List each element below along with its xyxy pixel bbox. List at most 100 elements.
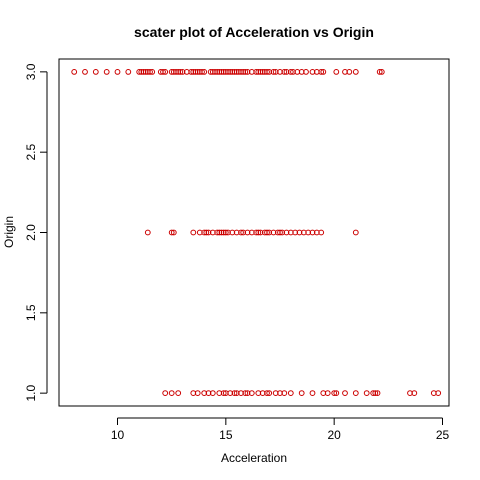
data-point (209, 390, 216, 397)
data-point (277, 229, 283, 236)
data-point (352, 229, 359, 236)
data-point (372, 390, 379, 397)
data-point (407, 390, 413, 397)
data-point (283, 229, 290, 236)
data-point (220, 390, 227, 397)
data-point (272, 69, 279, 75)
data-point (240, 69, 247, 75)
data-point (92, 69, 99, 75)
data-point (318, 69, 325, 75)
data-point (103, 69, 110, 75)
data-point (231, 69, 238, 75)
data-point (170, 229, 177, 236)
data-point (71, 69, 78, 75)
data-point (374, 390, 381, 397)
data-point (220, 229, 227, 236)
y-axis-label: Origin (2, 216, 16, 248)
x-axis: 10 15 20 25 (111, 417, 449, 442)
data-point (242, 390, 249, 397)
data-point (279, 229, 286, 236)
data-point (212, 69, 218, 75)
y-tick-label: 2.5 (24, 144, 38, 161)
data-point (240, 229, 247, 236)
data-point (435, 390, 442, 397)
data-point (125, 69, 132, 75)
data-points (71, 69, 442, 397)
data-point (144, 229, 151, 236)
data-point (270, 69, 277, 75)
data-point (305, 229, 312, 236)
x-axis-label: Acceleration (221, 451, 287, 465)
data-point (264, 69, 270, 75)
data-point (201, 390, 208, 397)
data-point (244, 69, 251, 75)
data-point (233, 390, 240, 397)
data-point (190, 229, 197, 236)
data-point (257, 69, 264, 75)
data-point (205, 229, 212, 236)
data-point (201, 69, 208, 75)
data-point (259, 390, 266, 397)
data-point (168, 229, 175, 236)
y-tick-label: 1.5 (24, 304, 38, 321)
data-point (227, 390, 234, 397)
data-point (177, 69, 184, 75)
data-point (333, 69, 340, 75)
data-point (298, 69, 305, 75)
data-point (147, 69, 153, 75)
data-point (253, 69, 260, 75)
data-point (244, 390, 251, 397)
data-point (136, 69, 143, 75)
chart-title: scater plot of Acceleration vs Origin (134, 24, 374, 40)
data-point (233, 229, 240, 236)
data-point (342, 390, 348, 397)
data-point (242, 69, 249, 75)
data-point (266, 69, 273, 75)
data-point (238, 69, 244, 75)
data-point (370, 390, 377, 397)
plot-frame (58, 58, 450, 407)
data-point (233, 69, 240, 75)
data-point (324, 390, 331, 397)
data-point (175, 69, 182, 75)
data-point (296, 229, 303, 236)
data-point (207, 69, 214, 75)
data-point (309, 69, 316, 75)
data-point (318, 229, 325, 236)
data-point (238, 390, 244, 397)
data-point (220, 69, 227, 75)
x-tick-label: 10 (111, 428, 125, 442)
x-tick-label: 20 (327, 428, 341, 442)
data-point (277, 69, 283, 75)
data-point (160, 69, 166, 75)
data-point (303, 69, 309, 75)
data-point (142, 69, 149, 75)
data-point (225, 69, 231, 75)
data-point (173, 69, 179, 75)
data-point (264, 390, 270, 397)
data-point (352, 390, 359, 397)
x-tick-label: 15 (219, 428, 233, 442)
data-point (376, 69, 383, 75)
data-point (218, 69, 225, 75)
data-point (257, 229, 264, 236)
data-point (218, 229, 225, 236)
data-point (331, 390, 338, 397)
data-point (255, 229, 262, 236)
data-point (352, 69, 359, 75)
data-point (342, 69, 348, 75)
data-point (140, 69, 147, 75)
data-point (114, 69, 121, 75)
y-axis: 1.0 1.5 2.0 2.5 3.0 (24, 63, 48, 401)
data-point (281, 390, 288, 397)
data-point (248, 390, 255, 397)
data-point (175, 390, 182, 397)
data-point (272, 390, 279, 397)
data-point (266, 229, 273, 236)
data-point (214, 69, 221, 75)
data-point (259, 69, 266, 75)
data-point (333, 390, 340, 397)
data-point (283, 69, 290, 75)
data-point (205, 390, 212, 397)
